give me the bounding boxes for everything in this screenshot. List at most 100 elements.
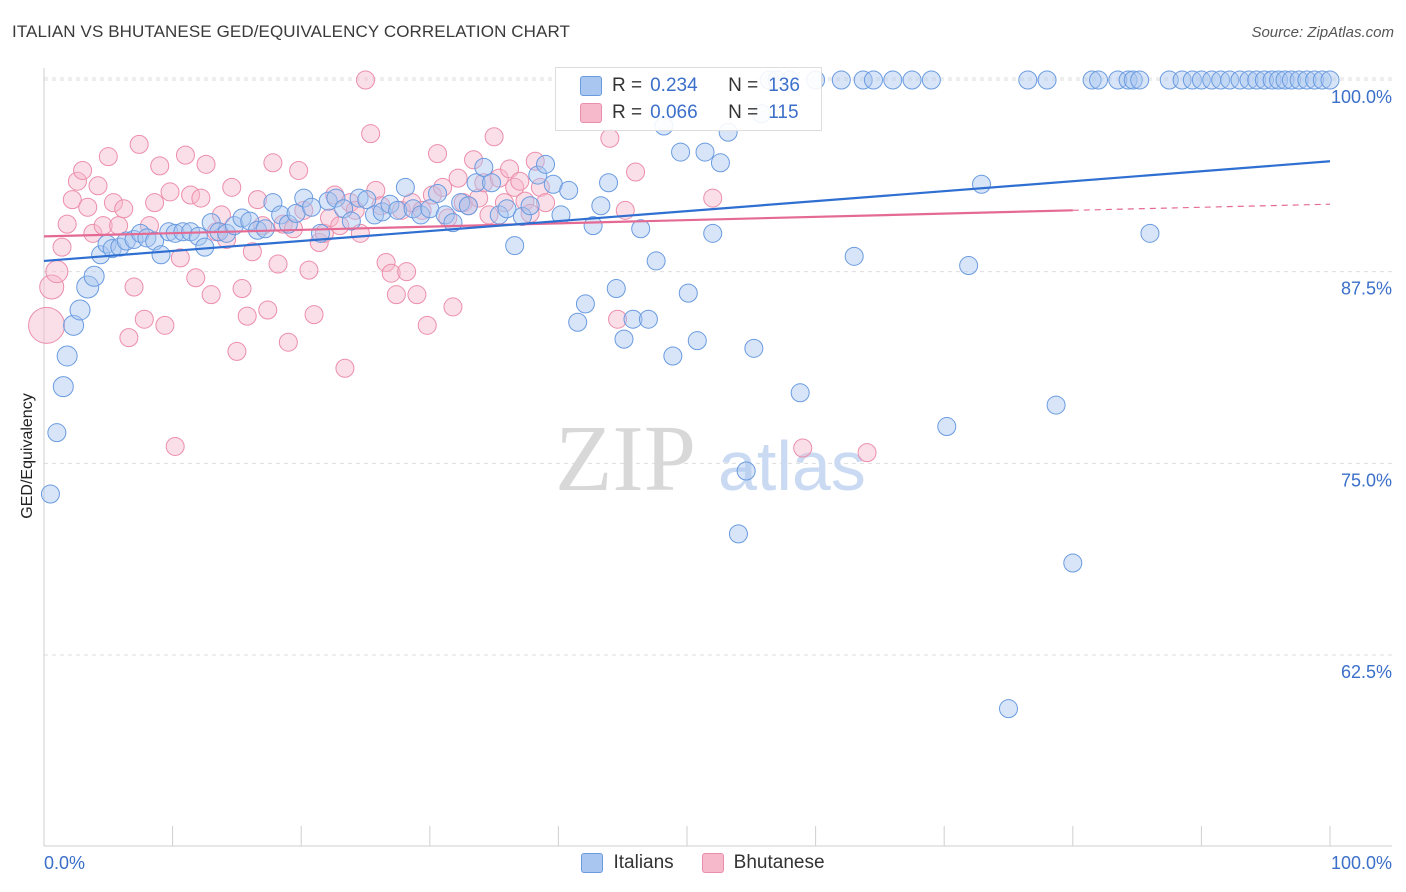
bhutanese-point [510, 171, 530, 191]
italians-point [159, 222, 179, 242]
italians-point [388, 200, 408, 220]
italians-point [56, 345, 78, 367]
italians-point [631, 219, 651, 239]
x-tick-label: 0.0% [44, 853, 85, 873]
italians-point [349, 188, 369, 208]
italians-point [326, 188, 346, 208]
bhutanese-point [201, 285, 221, 305]
bhutanese-point [57, 214, 77, 234]
bhutanese-point [211, 205, 231, 225]
bhutanese-points [28, 70, 877, 463]
bhutanese-point [175, 145, 195, 165]
bhutanese-point [78, 197, 98, 217]
italians-point [695, 142, 715, 162]
italians-point [482, 173, 502, 193]
legend-item-italians[interactable]: Italians [581, 852, 674, 874]
bhutanese-point [98, 147, 118, 167]
y-axis-label: GED/Equivalency [19, 393, 36, 519]
italians-point [1220, 70, 1240, 90]
bhutanese-point [397, 262, 417, 282]
bhutanese-point [469, 188, 489, 208]
bhutanese-point [145, 193, 165, 213]
bhutanese-point [319, 208, 339, 228]
italians-point [646, 251, 666, 271]
italians-point [1140, 223, 1160, 243]
bhutanese-point [484, 127, 504, 147]
italians-point [1118, 70, 1138, 90]
italians-point [1239, 70, 1259, 90]
bhutanese-point [289, 160, 309, 180]
italians-point [301, 197, 321, 217]
bhutanese-point [703, 188, 723, 208]
bhutanese-point [222, 177, 242, 197]
bhutanese-point [247, 190, 267, 210]
bhutanese-point [443, 297, 463, 317]
italians-point [1281, 70, 1301, 90]
legend-item-bhutanese[interactable]: Bhutanese [701, 852, 825, 874]
italians-point [1172, 70, 1192, 90]
italians-swatch [581, 853, 604, 873]
bhutanese-point [155, 315, 175, 335]
italians-point [710, 153, 730, 173]
bhutanese-point [242, 242, 262, 262]
bhutanese-point [608, 309, 628, 329]
italians-point [520, 196, 540, 216]
bhutanese-point [304, 305, 324, 325]
italians-point [1018, 70, 1038, 90]
italians-point [1297, 70, 1317, 90]
bhutanese-swatch [701, 853, 724, 873]
bhutanese-point [150, 156, 170, 176]
bhutanese-point [407, 285, 427, 305]
italians-point [678, 283, 698, 303]
n-value: 115 [768, 102, 799, 123]
legend-label-italians: Italians [613, 852, 674, 873]
r-value: 0.234 [650, 75, 698, 96]
italians-point [263, 193, 283, 213]
italians-point [1320, 70, 1340, 90]
italians-point [217, 223, 237, 243]
watermark-zip: ZIP [555, 407, 696, 511]
italians-point [458, 196, 478, 216]
italians-point [428, 183, 448, 203]
bhutanese-point [52, 237, 72, 257]
bhutanese-point [793, 438, 813, 458]
italians-point [395, 177, 415, 197]
bhutanese-trend-extension [1072, 203, 1331, 211]
bhutanese-point [335, 358, 355, 378]
italians-point [341, 211, 361, 231]
italians-point [623, 309, 643, 329]
bhutanese-point [500, 159, 520, 179]
bhutanese-point [464, 150, 484, 170]
bhutanese-point [237, 306, 257, 326]
bhutanese-point [165, 436, 185, 456]
italians-point [863, 70, 883, 90]
bhutanese-point [356, 70, 375, 90]
italians-point [703, 223, 723, 243]
bhutanese-point [428, 144, 448, 164]
bhutanese-point [62, 190, 82, 210]
bhutanese-point [376, 252, 396, 272]
italians-point [466, 173, 486, 193]
bhutanese-point [232, 279, 252, 299]
y-tick-label: 62.5% [1341, 662, 1392, 682]
bhutanese-point [134, 309, 154, 329]
italians-point [40, 484, 60, 504]
r-key: R = [612, 75, 643, 96]
italians-point [902, 70, 922, 90]
bhutanese-point [181, 185, 201, 205]
bhutanese-point [268, 254, 288, 274]
italians-point [451, 193, 471, 213]
italians-point [971, 174, 991, 194]
y-tick-label: 87.5% [1341, 279, 1392, 299]
italians-point [1312, 70, 1332, 90]
italians-point [1289, 70, 1309, 90]
italians-points [40, 70, 1340, 719]
italians-point [435, 205, 455, 225]
tick-labels: 100.0% 87.5% 75.0% 62.5% 0.0% 100.0% [44, 87, 1392, 873]
italians-point [497, 199, 517, 219]
italians-point [52, 376, 74, 398]
r-value: 0.066 [650, 102, 698, 123]
italians-point [568, 312, 588, 332]
bhutanese-point [299, 260, 319, 280]
italians-point [1123, 70, 1143, 90]
